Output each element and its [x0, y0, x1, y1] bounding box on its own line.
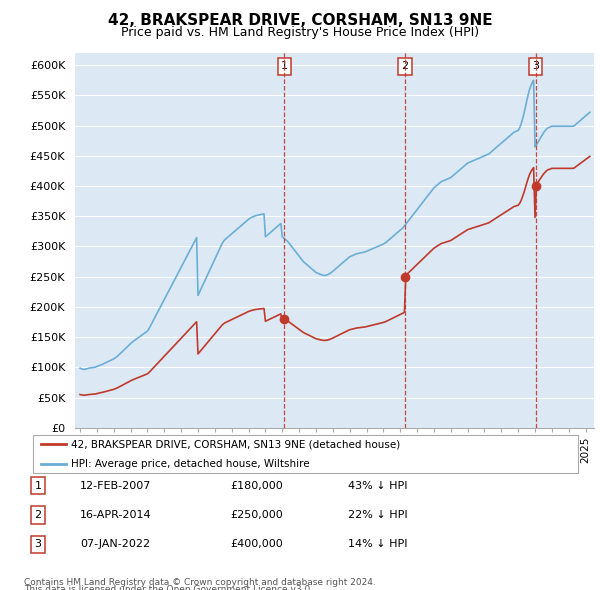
FancyBboxPatch shape	[33, 435, 578, 473]
Text: This data is licensed under the Open Government Licence v3.0.: This data is licensed under the Open Gov…	[24, 585, 313, 590]
Text: 1: 1	[34, 481, 41, 491]
Text: £250,000: £250,000	[230, 510, 283, 520]
Text: Contains HM Land Registry data © Crown copyright and database right 2024.: Contains HM Land Registry data © Crown c…	[24, 578, 376, 586]
Text: Price paid vs. HM Land Registry's House Price Index (HPI): Price paid vs. HM Land Registry's House …	[121, 26, 479, 39]
Text: 16-APR-2014: 16-APR-2014	[80, 510, 151, 520]
Text: 2: 2	[401, 61, 409, 71]
Text: £400,000: £400,000	[230, 539, 283, 549]
Text: 43% ↓ HPI: 43% ↓ HPI	[347, 481, 407, 491]
Text: 12-FEB-2007: 12-FEB-2007	[80, 481, 151, 491]
Text: 14% ↓ HPI: 14% ↓ HPI	[347, 539, 407, 549]
Text: 2: 2	[34, 510, 41, 520]
Text: 3: 3	[532, 61, 539, 71]
Text: 42, BRAKSPEAR DRIVE, CORSHAM, SN13 9NE: 42, BRAKSPEAR DRIVE, CORSHAM, SN13 9NE	[107, 13, 493, 28]
Text: £180,000: £180,000	[230, 481, 283, 491]
Text: 42, BRAKSPEAR DRIVE, CORSHAM, SN13 9NE (detached house): 42, BRAKSPEAR DRIVE, CORSHAM, SN13 9NE (…	[71, 440, 401, 450]
Text: 22% ↓ HPI: 22% ↓ HPI	[347, 510, 407, 520]
Text: 07-JAN-2022: 07-JAN-2022	[80, 539, 150, 549]
Text: 1: 1	[281, 61, 288, 71]
Text: 3: 3	[34, 539, 41, 549]
Text: HPI: Average price, detached house, Wiltshire: HPI: Average price, detached house, Wilt…	[71, 460, 310, 469]
